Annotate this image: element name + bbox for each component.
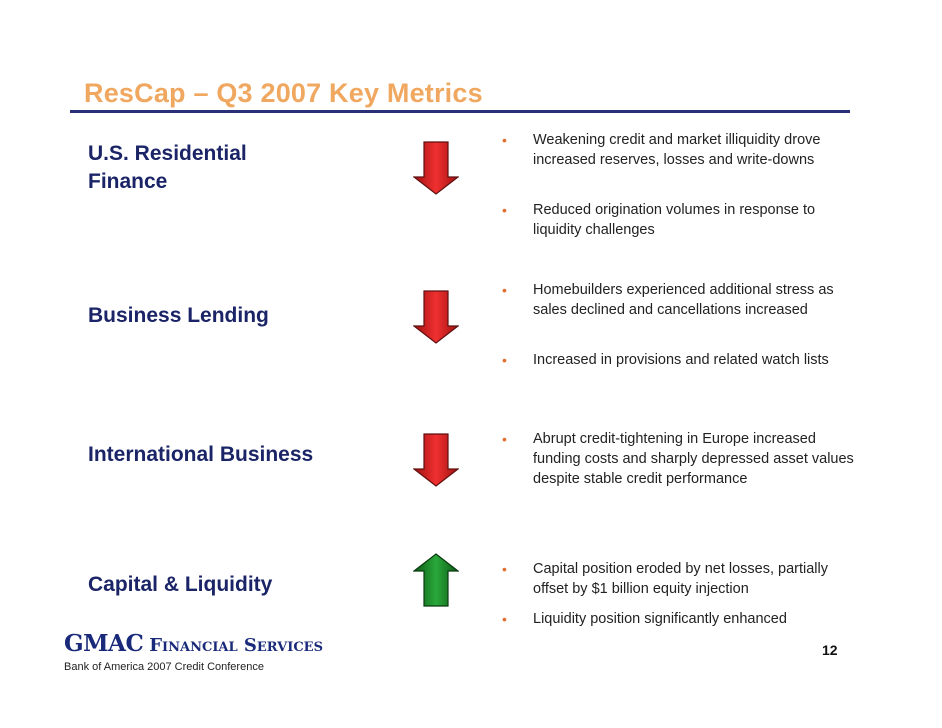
segment-label-international-business: International Business — [88, 441, 313, 469]
bullet-text: Increased in provisions and related watc… — [533, 352, 829, 368]
bullet-item: • Abrupt credit-tightening in Europe inc… — [502, 429, 862, 489]
bullet-item: • Homebuilders experienced additional st… — [502, 280, 862, 320]
logo-secondary: Financial Services — [149, 635, 323, 656]
bullet-text: Liquidity position significantly enhance… — [533, 611, 787, 627]
title-divider — [70, 110, 850, 113]
logo-primary: GMAC — [64, 630, 144, 657]
segment-label-capital-liquidity: Capital & Liquidity — [88, 571, 272, 599]
bullet-text: Reduced origination volumes in response … — [533, 202, 816, 238]
trend-down-arrow-icon — [413, 141, 459, 195]
bullet-marker: • — [502, 132, 507, 148]
bullet-marker: • — [502, 561, 507, 577]
segment-label-us-residential: U.S. Residential Finance — [88, 140, 247, 196]
bullet-text: Capital position eroded by net losses, p… — [533, 561, 828, 597]
bullet-item: • Reduced origination volumes in respons… — [502, 200, 862, 240]
segment-label-line: Capital & Liquidity — [88, 573, 273, 596]
page-number: 12 — [822, 642, 838, 658]
bullet-item: • Capital position eroded by net losses,… — [502, 559, 862, 599]
bullet-text: Abrupt credit-tightening in Europe incre… — [533, 431, 854, 487]
bullet-marker: • — [502, 282, 507, 298]
segment-label-line: Finance — [88, 170, 168, 193]
bullet-item: • Increased in provisions and related wa… — [502, 350, 862, 370]
bullet-marker: • — [502, 202, 507, 218]
trend-down-arrow-icon — [413, 433, 459, 487]
bullet-marker: • — [502, 352, 507, 368]
bullet-marker: • — [502, 611, 507, 627]
gmac-logo: GMAC Financial Services — [64, 630, 323, 657]
bullet-marker: • — [502, 431, 507, 447]
bullet-item: • Liquidity position significantly enhan… — [502, 609, 862, 629]
segment-label-business-lending: Business Lending — [88, 302, 269, 330]
trend-down-arrow-icon — [413, 290, 459, 344]
bullet-text: Weakening credit and market illiquidity … — [533, 132, 821, 168]
segment-label-line: International Business — [88, 443, 314, 466]
bullet-item: • Weakening credit and market illiquidit… — [502, 130, 862, 170]
footer-text: Bank of America 2007 Credit Conference — [64, 661, 264, 673]
slide-title: ResCap – Q3 2007 Key Metrics — [84, 78, 483, 108]
segment-label-line: Business Lending — [88, 304, 269, 327]
trend-up-arrow-icon — [413, 553, 459, 607]
segment-label-line: U.S. Residential — [88, 142, 247, 165]
bullet-text: Homebuilders experienced additional stre… — [533, 282, 834, 318]
